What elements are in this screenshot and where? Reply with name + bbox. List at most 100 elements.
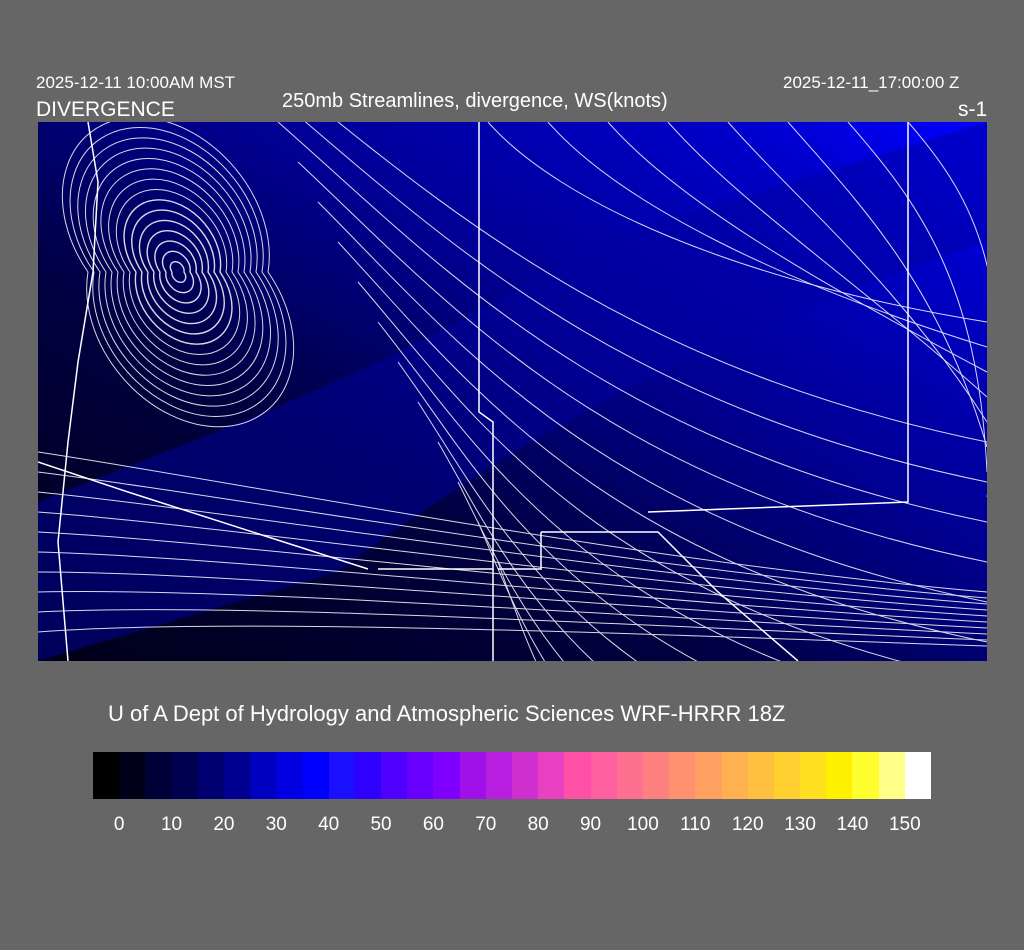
colorbar-swatch	[171, 752, 198, 799]
colorbar-swatch	[145, 752, 172, 799]
streamline	[38, 590, 987, 635]
streamline	[154, 240, 202, 304]
streamline	[161, 250, 195, 294]
streamline	[477, 521, 546, 661]
colorbar-swatch	[459, 752, 486, 799]
colorbar-swatch	[250, 752, 277, 799]
streamline	[377, 321, 781, 661]
streamline	[169, 260, 187, 284]
streamline	[38, 625, 987, 647]
streamline	[667, 122, 987, 398]
colorbar-swatch	[433, 752, 460, 799]
streamline	[337, 241, 987, 643]
streamline	[357, 281, 902, 661]
colorbar-swatch	[773, 752, 801, 799]
colorbar-tick-label: 10	[160, 814, 183, 835]
units-label: s-1	[958, 98, 988, 121]
chart-title: 250mb Streamlines, divergence, WS(knots)	[282, 90, 668, 112]
streamline	[304, 122, 987, 483]
colorbar-swatch	[354, 752, 382, 799]
colorbar-swatch	[276, 752, 303, 799]
colorbar-tick-label: 90	[579, 814, 602, 835]
streamline	[123, 199, 233, 345]
streamlines	[38, 122, 987, 661]
colorbar-tick-label: 60	[422, 814, 445, 835]
colorbar-tick-label: 40	[318, 814, 340, 835]
colorbar-tick-label: 120	[731, 814, 764, 835]
colorbar-swatch	[590, 752, 617, 799]
colorbar-swatch	[302, 752, 329, 799]
streamline	[497, 561, 537, 661]
streamline	[100, 168, 256, 376]
local-time: 2025-12-11 10:00AM MST	[36, 73, 236, 92]
streamline	[77, 137, 279, 407]
streamline	[69, 127, 287, 417]
colorbar-tick-label: 130	[784, 814, 816, 835]
streamline	[417, 401, 638, 661]
field-label: DIVERGENCE	[36, 98, 175, 121]
colorbar-swatch	[197, 752, 224, 799]
colorbar-swatch	[119, 752, 146, 799]
colorbar-swatch	[93, 752, 120, 799]
streamline	[61, 122, 295, 428]
streamline	[115, 189, 241, 355]
colorbar-tick-label: 100	[627, 814, 659, 835]
streamline	[397, 361, 698, 661]
colorbar-swatch	[669, 752, 696, 799]
colorbar-tick-label: 0	[113, 814, 125, 835]
streamline	[487, 122, 987, 323]
colorbar-swatch	[826, 752, 853, 799]
colorbar-swatch	[381, 752, 408, 799]
streamline	[38, 551, 987, 623]
streamline	[38, 511, 987, 611]
colorbar-tick-label: 50	[370, 814, 392, 835]
colorbar-swatch	[512, 752, 539, 799]
colorbar-tick-label: 20	[213, 814, 235, 835]
colorbar-swatch	[800, 752, 827, 799]
streamline	[131, 209, 225, 335]
streamline	[146, 230, 210, 314]
streamline	[38, 491, 987, 605]
colorbar-swatch	[407, 752, 434, 799]
streamline	[437, 441, 594, 661]
streamline	[337, 122, 987, 443]
state-borders	[38, 122, 909, 661]
streamline	[38, 451, 987, 593]
colorbar-swatch	[642, 752, 670, 799]
streamline	[607, 122, 987, 373]
colorbar-swatch	[852, 752, 879, 799]
colorbar-tick-label: 30	[265, 814, 287, 835]
colorbar-tick-label: 80	[527, 814, 549, 835]
streamline	[787, 122, 987, 448]
streamline	[108, 178, 248, 366]
colorbar-swatch	[721, 752, 748, 799]
streamline	[727, 122, 987, 423]
valid-time: 2025-12-11_17:00:00 Z	[783, 73, 960, 92]
streamline	[457, 481, 564, 661]
colorbar-tick-label: 70	[475, 814, 497, 835]
colorbar-swatch	[904, 752, 931, 799]
colorbar-swatch	[564, 752, 591, 799]
streamline	[547, 122, 987, 348]
streamline	[907, 122, 987, 497]
colorbar-swatch	[695, 752, 722, 799]
streamline	[38, 471, 987, 599]
colorbar-swatch	[328, 752, 355, 799]
streamline	[92, 157, 264, 387]
colorbar-swatch	[485, 752, 512, 799]
colorbar-swatch	[878, 752, 905, 799]
streamline	[277, 122, 987, 523]
footer-credit: U of A Dept of Hydrology and Atmospheric…	[108, 701, 786, 726]
colorbar-tick-label: 150	[888, 814, 921, 835]
streamline	[138, 219, 218, 325]
colorbar	[93, 752, 931, 799]
streamline	[297, 161, 987, 563]
streamline	[38, 571, 987, 629]
colorbar-swatch	[538, 752, 565, 799]
weather-map	[38, 122, 987, 661]
streamline	[317, 201, 987, 603]
streamline	[38, 609, 987, 641]
colorbar-tick-label: 110	[680, 814, 711, 835]
colorbar-swatch	[747, 752, 774, 799]
colorbar-swatch	[616, 752, 643, 799]
